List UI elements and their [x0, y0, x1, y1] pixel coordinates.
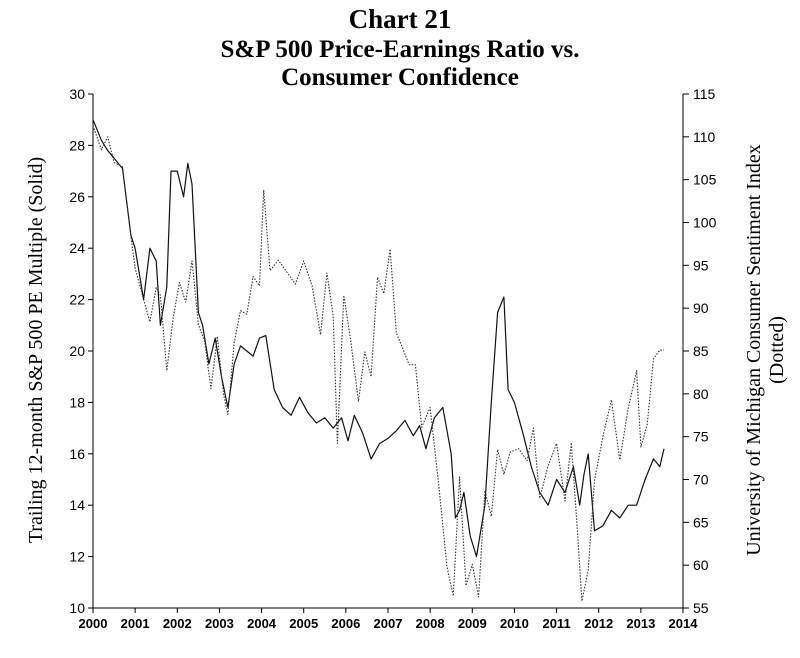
- x-tick-label: 2010: [500, 616, 529, 631]
- y-right-tick-label: 65: [693, 514, 709, 530]
- x-tick-label: 2005: [289, 616, 318, 631]
- x-tick-label: 2004: [247, 616, 277, 631]
- chart-title: Chart 21: [348, 4, 452, 34]
- series-sentiment-dotted-line: [92, 125, 664, 602]
- y-right-tick-label: 105: [693, 172, 717, 188]
- x-tick-label: 2007: [374, 616, 403, 631]
- y-right-tick-label: 100: [693, 215, 717, 231]
- x-tick-label: 2000: [79, 616, 108, 631]
- x-tick-label: 2012: [584, 616, 613, 631]
- y-right-tick-label: 95: [693, 257, 709, 273]
- y-left-tick-label: 16: [69, 446, 85, 462]
- y-axis-left-ticks: 10 12 14 16 18 20 22 24 26 28 30: [69, 86, 93, 616]
- x-tick-label: 2003: [205, 616, 234, 631]
- y-right-tick-label: 60: [693, 557, 709, 573]
- series-pe-solid-line: [92, 119, 665, 558]
- x-tick-label: 2009: [458, 616, 487, 631]
- x-axis-ticks: 2000 2001 2002 2003 2004 2005 2006 2007 2008 2009…: [79, 608, 699, 631]
- y-right-tick-label: 55: [693, 600, 709, 616]
- y-right-tick-label: 80: [693, 386, 709, 402]
- y-left-tick-label: 12: [69, 549, 85, 565]
- y-right-tick-label: 90: [693, 300, 709, 316]
- x-tick-label: 2001: [121, 616, 150, 631]
- chart-subtitle-line-2: Consumer Confidence: [281, 64, 519, 91]
- y-left-tick-label: 28: [69, 137, 85, 153]
- x-tick-label: 2008: [416, 616, 445, 631]
- x-tick-label: 2006: [331, 616, 360, 631]
- y-axis-right-title-line-2: (Dotted): [766, 316, 788, 384]
- y-left-tick-label: 20: [69, 343, 85, 359]
- series-layer: [92, 119, 665, 602]
- y-right-tick-label: 70: [693, 472, 709, 488]
- y-left-tick-label: 30: [69, 86, 85, 102]
- x-tick-label: 2011: [542, 616, 570, 631]
- y-right-tick-label: 85: [693, 343, 709, 359]
- x-tick-label: 2002: [163, 616, 192, 631]
- y-left-tick-label: 10: [69, 600, 85, 616]
- y-left-tick-label: 14: [69, 497, 85, 513]
- y-axis-right-ticks: 55 60 65 70 75 80 85 90 95 100 105 110 115: [683, 86, 717, 616]
- y-left-tick-label: 26: [69, 189, 85, 205]
- chart-subtitle-line-1: S&P 500 Price-Earnings Ratio vs.: [220, 36, 580, 63]
- y-axis-right-title-line-1: University of Michigan Consumer Sentimen…: [743, 144, 765, 556]
- y-left-tick-label: 22: [69, 292, 85, 308]
- x-tick-label: 2013: [626, 616, 655, 631]
- y-right-tick-label: 75: [693, 429, 709, 445]
- y-right-tick-label: 115: [693, 86, 716, 102]
- y-axis-left-title: Trailing 12-month S&P 500 PE Multiple (S…: [25, 157, 47, 543]
- y-left-tick-label: 24: [69, 240, 85, 256]
- y-left-tick-label: 18: [69, 394, 85, 410]
- y-right-tick-label: 110: [693, 129, 716, 145]
- x-tick-label: 2014: [669, 616, 699, 631]
